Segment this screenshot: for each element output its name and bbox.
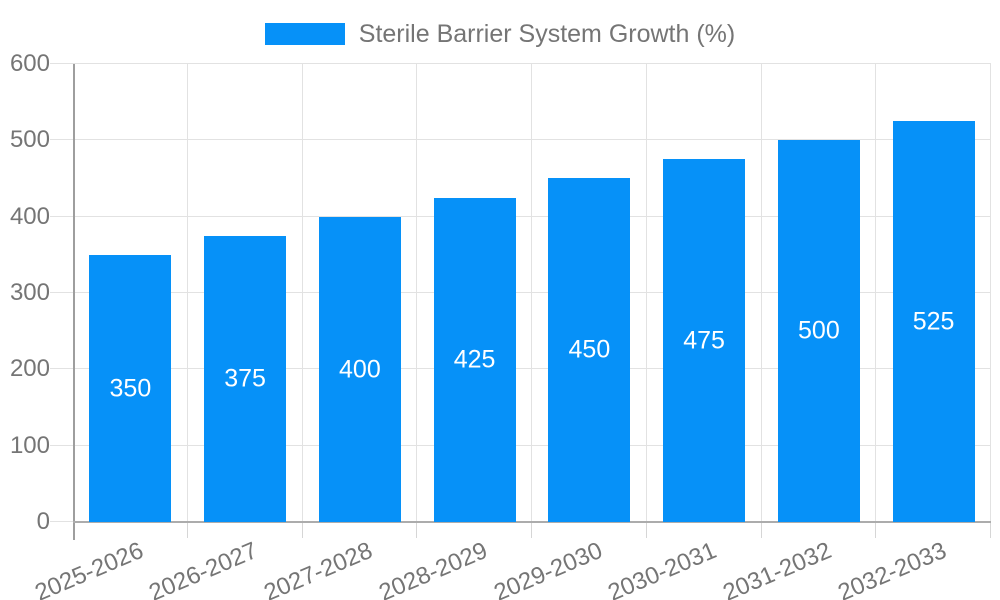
y-tick-label: 0 — [36, 508, 50, 535]
h-gridline — [50, 368, 991, 370]
y-tick-label: 600 — [9, 50, 50, 77]
x-tick-label: 2031-2032 — [719, 537, 836, 600]
bar[interactable]: 350 — [89, 255, 172, 522]
x-axis-tick — [301, 522, 303, 538]
x-tick-label: 2032-2033 — [833, 537, 951, 600]
y-tick-label: 400 — [9, 202, 50, 230]
v-gridline — [990, 64, 991, 522]
x-tick-label: 2030-2031 — [604, 537, 721, 600]
bar-value-label: 525 — [912, 307, 955, 335]
bar-value-label: 425 — [453, 345, 496, 374]
bar[interactable]: 400 — [318, 217, 401, 522]
bar-value-label: 375 — [224, 364, 266, 393]
h-gridline — [50, 444, 991, 446]
bar[interactable]: 475 — [663, 159, 746, 522]
plot-area: 350 375 400 425 450 475 500 525 — [50, 63, 991, 540]
bar-value-label: 450 — [568, 335, 611, 364]
h-gridline — [50, 215, 991, 217]
x-axis-tick — [760, 522, 762, 538]
v-gridline — [301, 64, 303, 522]
y-tick-label: 500 — [9, 126, 50, 154]
v-gridline — [186, 64, 188, 522]
x-tick-label: 2025-2026 — [30, 537, 147, 600]
bar[interactable]: 425 — [433, 198, 516, 522]
x-axis-line — [73, 521, 991, 523]
x-axis-tick — [531, 522, 532, 538]
h-gridline — [50, 63, 991, 64]
y-tick-label: 300 — [9, 279, 50, 306]
legend[interactable]: Sterile Barrier System Growth (%) — [0, 12, 1000, 56]
x-axis-tick — [875, 522, 877, 538]
x-tick-label: 2029-2030 — [489, 537, 606, 600]
bar[interactable]: 375 — [204, 236, 287, 522]
bar-value-label: 500 — [798, 316, 840, 345]
bar-value-label: 400 — [339, 355, 381, 383]
x-axis-tick — [186, 522, 188, 538]
h-gridline — [50, 139, 991, 141]
v-gridline — [531, 64, 532, 522]
bar[interactable]: 500 — [777, 140, 860, 522]
bar[interactable]: 450 — [548, 178, 631, 522]
v-gridline — [875, 64, 877, 522]
bar[interactable]: 525 — [892, 121, 975, 522]
x-axis-tick — [416, 522, 418, 538]
y-tick-label: 200 — [9, 355, 50, 383]
x-tick-label: 2028-2029 — [374, 537, 492, 600]
v-gridline — [760, 64, 762, 522]
legend-swatch — [264, 23, 345, 45]
x-axis-tick — [645, 522, 647, 538]
bar-value-label: 350 — [109, 374, 152, 402]
legend-label: Sterile Barrier System Growth (%) — [358, 19, 736, 48]
v-gridline — [645, 64, 647, 522]
x-axis-tick — [990, 522, 991, 538]
y-axis-line — [73, 64, 75, 540]
y-tick-label: 100 — [9, 431, 50, 459]
x-tick-label: 2026-2027 — [145, 537, 262, 600]
v-gridline — [416, 64, 418, 522]
x-tick-label: 2027-2028 — [260, 537, 377, 600]
h-gridline — [50, 292, 991, 293]
bar-value-label: 475 — [683, 326, 725, 354]
